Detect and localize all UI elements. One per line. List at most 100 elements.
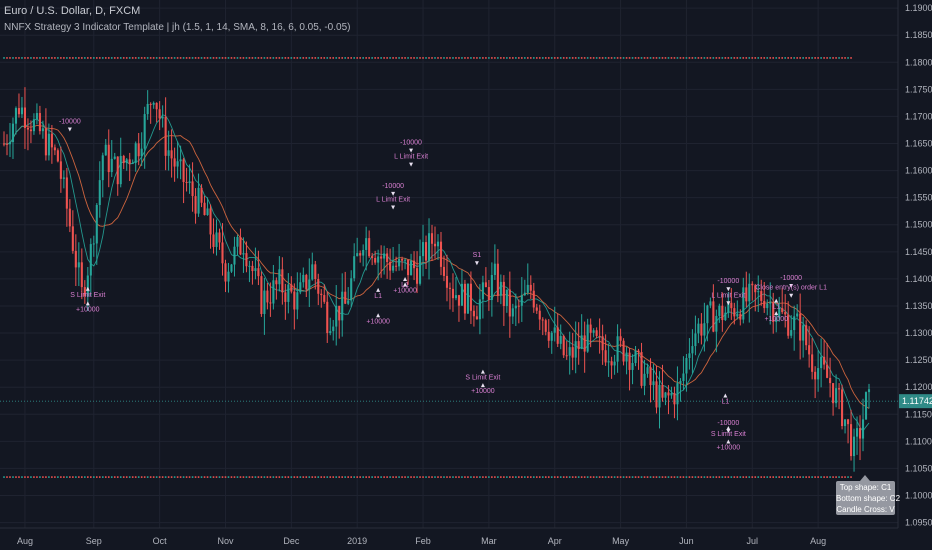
band-dot (434, 476, 436, 478)
indicator-legend[interactable]: NNFX Strategy 3 Indicator Template | jh … (4, 22, 351, 33)
band-dot (21, 57, 23, 59)
band-dot (509, 476, 511, 478)
band-dot (646, 476, 649, 478)
band-dot (281, 57, 284, 59)
band-dot (137, 57, 140, 59)
band-dot (694, 57, 697, 59)
band-dot (42, 476, 44, 478)
candle-body (451, 288, 455, 299)
band-dot (706, 57, 709, 59)
trade-arrow-icon (409, 148, 414, 153)
candle-body (673, 393, 676, 405)
band-dot (799, 476, 801, 478)
band-dot (559, 57, 562, 59)
band-dot (320, 476, 323, 478)
candle-body (736, 313, 739, 317)
candle-body (577, 341, 580, 350)
candle-body (586, 324, 589, 352)
candle-body (739, 313, 742, 320)
candle-body (293, 291, 296, 310)
band-dot (518, 476, 520, 478)
candle-body (176, 161, 179, 167)
band-dot (152, 57, 155, 59)
candle-body (867, 389, 871, 393)
candle-body (50, 133, 53, 148)
candle-body (362, 249, 365, 256)
candle-body (110, 158, 113, 173)
candle-body (760, 291, 763, 301)
candle-body (484, 282, 487, 288)
band-dot (772, 476, 775, 478)
band-dot (266, 57, 269, 59)
trade-annotation-label: -10000 (717, 278, 739, 285)
trade-annotation-label: S Limit Exit (711, 431, 746, 438)
band-dot (553, 57, 556, 59)
band-dot (221, 476, 224, 478)
band-dot (371, 57, 373, 59)
band-dot (571, 57, 574, 59)
candle-body (520, 295, 523, 306)
candle-body (559, 335, 562, 344)
candle-body (59, 161, 62, 179)
time-axis[interactable]: Aug Sep Oct Nov Dec 2019 Feb Mar Apr May Jun Jul Aug (0, 527, 898, 546)
candle-body (745, 287, 748, 302)
band-dot (350, 57, 352, 59)
symbol-title[interactable]: Euro / U.S. Dollar, D, FXCM (4, 5, 141, 17)
band-dot (203, 476, 206, 478)
band-dot (754, 57, 757, 59)
band-dot (131, 57, 134, 59)
band-dot (431, 57, 433, 59)
band-dot (616, 57, 619, 59)
band-dot (39, 57, 41, 59)
band-dot (515, 476, 517, 478)
band-dot (670, 57, 673, 59)
band-dot (532, 57, 535, 59)
x-tick-label: Sep (86, 536, 102, 546)
band-dot (601, 476, 604, 478)
band-dot (51, 476, 53, 478)
candle-body (517, 305, 520, 307)
band-dot (332, 476, 335, 478)
band-dot (667, 57, 670, 59)
band-dot (45, 57, 47, 59)
candle-body (649, 367, 652, 386)
band-dot (691, 57, 694, 59)
candle-body (275, 280, 278, 285)
trade-annotation-label: L1 (721, 398, 729, 405)
candle-body (850, 424, 853, 457)
band-dot (227, 476, 230, 478)
band-dot (401, 57, 403, 59)
band-dot (206, 476, 209, 478)
band-dot (239, 57, 242, 59)
band-dot (395, 476, 397, 478)
candle-body (71, 226, 74, 251)
band-dot (497, 57, 499, 59)
band-dot (332, 57, 335, 59)
candle-body (221, 242, 224, 264)
candle-body (727, 302, 730, 313)
band-dot (54, 57, 56, 59)
band-dot (535, 476, 538, 478)
band-dot (805, 476, 807, 478)
candle-body (436, 241, 440, 247)
candle-body (341, 291, 344, 321)
candle-body (676, 383, 679, 405)
price-axis[interactable]: 1.19000 1.18500 1.18000 1.17500 1.17000 1.165… (897, 0, 932, 528)
candle-body (155, 102, 158, 110)
band-dot (182, 57, 185, 59)
x-tick-label: Jun (679, 536, 694, 546)
candle-body (407, 259, 410, 276)
band-dot (739, 476, 742, 478)
band-dot (78, 476, 80, 478)
band-dot (817, 476, 819, 478)
band-dot (230, 57, 233, 59)
band-dot (592, 57, 595, 59)
band-dot (544, 476, 547, 478)
band-dot (488, 57, 490, 59)
band-dot (33, 476, 35, 478)
candle-body (775, 317, 778, 322)
candle-body (278, 269, 281, 285)
band-dot (476, 57, 478, 59)
candle-body (811, 354, 814, 372)
